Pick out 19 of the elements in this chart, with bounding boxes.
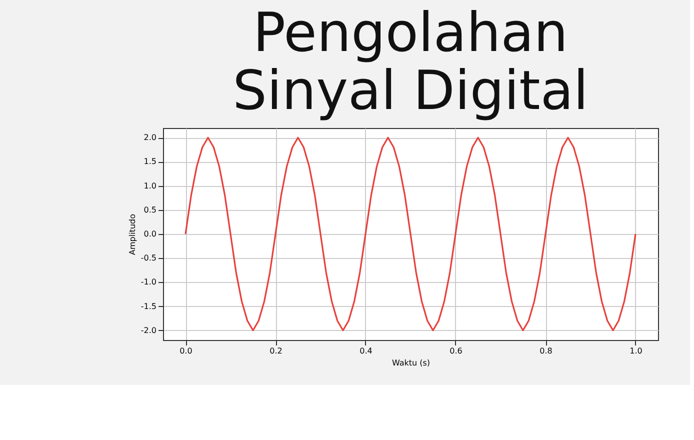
x-tick-label: 0.4: [360, 346, 372, 356]
y-tick-label: 2.0: [144, 133, 156, 142]
y-tick-label: 1.5: [144, 157, 156, 166]
y-axis-title: Amplitudo: [128, 214, 137, 255]
x-tick-label: 0.6: [450, 346, 462, 356]
y-tick-label: 0.5: [144, 205, 156, 214]
y-tick-label: -2.0: [140, 326, 156, 335]
y-tick-label: -1.5: [140, 302, 156, 311]
y-tick-label: 1.0: [144, 181, 156, 190]
x-axis-title: Waktu (s): [392, 358, 430, 368]
y-tick-label: -0.5: [140, 254, 156, 263]
y-tick-label: 0.0: [144, 230, 156, 238]
x-tick-label: 0.2: [270, 346, 282, 356]
chart-title: Pengolahan Sinyal Digital: [232, 1, 588, 122]
y-tick-label: -1.0: [140, 278, 156, 287]
x-tick-label: 0.8: [540, 346, 552, 356]
x-tick-label: 0.0: [180, 346, 192, 356]
x-tick-label: 1.0: [630, 346, 642, 356]
line-series: [184, 136, 636, 332]
